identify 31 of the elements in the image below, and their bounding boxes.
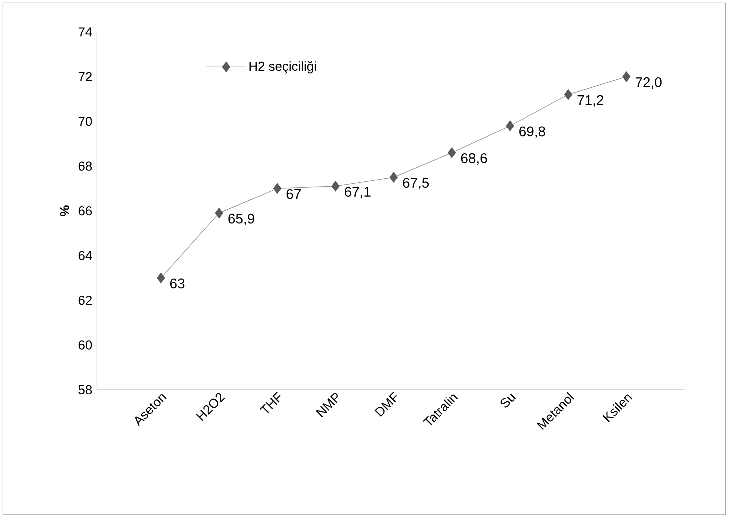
data-label: 71,2 — [578, 95, 604, 107]
y-tick-label: 68 — [78, 162, 92, 171]
point — [390, 172, 398, 183]
y-tick-label: 72 — [78, 72, 92, 82]
point — [157, 272, 166, 284]
y-tick-label: 70 — [78, 116, 92, 126]
x-tick-label: THF — [260, 392, 281, 414]
x-tick-label: Su — [500, 394, 516, 408]
data-label: 63 — [170, 278, 185, 289]
point — [622, 72, 631, 82]
point — [273, 183, 282, 194]
y-tick-label: 74 — [78, 28, 92, 37]
y-tick-label: 66 — [78, 206, 92, 216]
y-tick-label: 62 — [78, 296, 92, 306]
point — [506, 120, 514, 132]
data-label: 72,0 — [636, 77, 662, 89]
point — [215, 208, 224, 219]
y-tick-label: 60 — [78, 340, 92, 350]
y-tick-label: 64 — [78, 251, 92, 260]
data-label: 67,5 — [403, 178, 430, 190]
data-label: 68,6 — [461, 153, 488, 166]
point — [332, 181, 340, 192]
y-axis-title: % — [60, 206, 70, 216]
data-label: 69,8 — [520, 126, 546, 138]
data-label: 67,1 — [345, 187, 371, 199]
point — [564, 89, 573, 100]
legend-label: H2 seçiciliği — [250, 61, 316, 74]
data-label: 67 — [286, 189, 301, 200]
data-label: 65,9 — [228, 214, 254, 226]
point — [448, 148, 456, 158]
y-tick-label: 58 — [78, 385, 92, 395]
